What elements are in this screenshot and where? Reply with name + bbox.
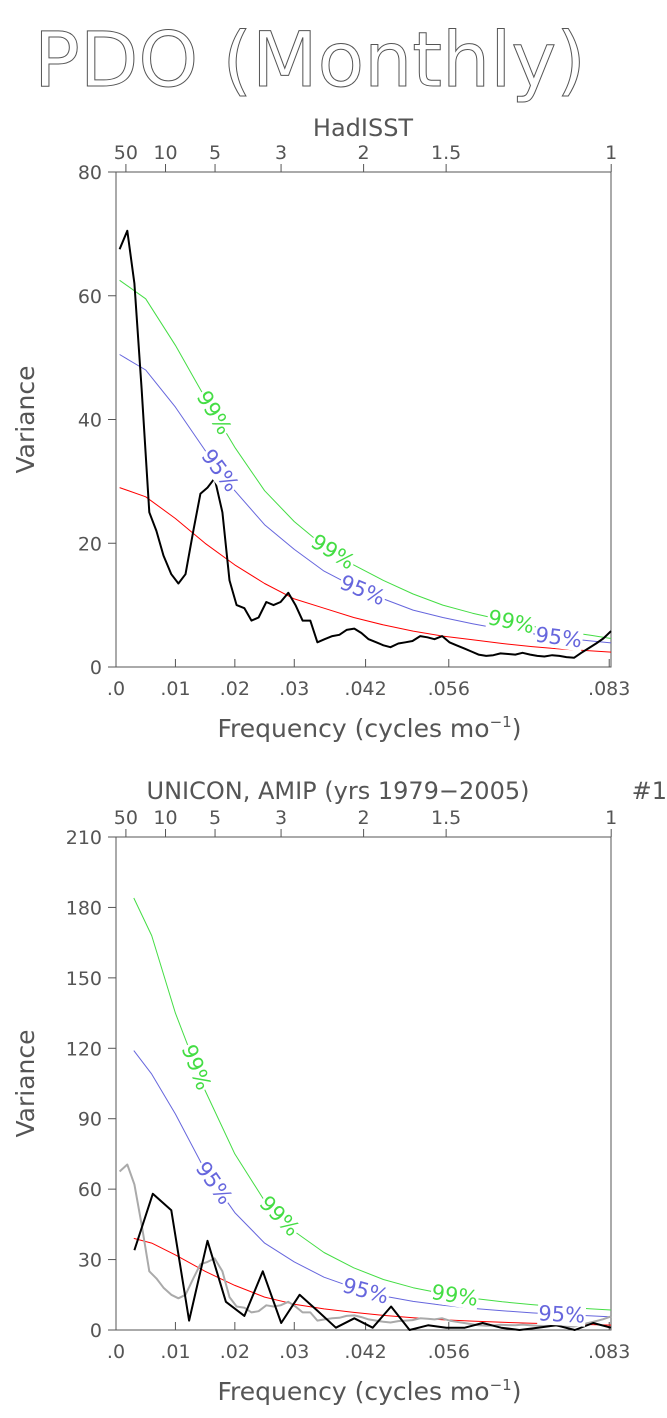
y-tick-label: 60 [78, 1179, 102, 1201]
x-tick-label: .0 [107, 1341, 125, 1363]
significance-label-bg [485, 606, 537, 638]
y-tick-label: 20 [78, 533, 102, 555]
x-tick-label: .03 [279, 1341, 309, 1363]
x-tick-label: .01 [160, 1341, 190, 1363]
y-tick-label: 120 [66, 1038, 102, 1060]
x-tick-label: .083 [588, 1341, 630, 1363]
period-tick-label: 1 [605, 807, 617, 829]
period-tick-label: 2 [358, 142, 370, 164]
significance-label: 95% [191, 1157, 237, 1209]
significance-label-bg [177, 1040, 216, 1094]
period-tick-label: 10 [153, 142, 177, 164]
x-tick-label: .0 [107, 678, 125, 700]
significance-label-bg [533, 623, 584, 652]
x-axis-label-superscript: −1 [490, 1376, 512, 1394]
significance-label-bg [192, 386, 236, 439]
panel-hadisst: 0 20 40 60 80 .0 .01 .02 .03 .042 .056 .083 50 10 5 3 2 1… [11, 114, 630, 743]
series-line-spectrum [118, 229, 612, 659]
figure-title: PDO (Monthly) [34, 15, 586, 104]
series-line-red-noise [119, 487, 612, 653]
x-tick-label: .042 [344, 678, 386, 700]
panel-title: HadISST [313, 114, 414, 142]
y-tick-label: 90 [78, 1109, 102, 1131]
y-tick-label: 0 [90, 1320, 102, 1342]
x-tick-label: .02 [220, 1341, 250, 1363]
x-tick-label: .056 [428, 678, 470, 700]
y-tick-label: 0 [90, 657, 102, 679]
x-tick-label: .083 [588, 678, 630, 700]
significance-label-bg [339, 1274, 392, 1309]
panel-number: #1 [632, 777, 667, 805]
significance-label: 99% [177, 1041, 216, 1093]
significance-label: 95% [534, 623, 583, 653]
y-tick-label: 150 [66, 968, 102, 990]
y-axis-label: Variance [11, 366, 40, 474]
period-tick-label: 5 [209, 807, 221, 829]
period-tick-label: 3 [275, 807, 287, 829]
significance-label: 95% [340, 1273, 391, 1309]
panel-title: UNICON, AMIP (yrs 1979−2005) [147, 777, 530, 805]
significance-label: 95% [196, 445, 243, 497]
x-tick-label: .02 [220, 678, 250, 700]
x-tick-label: .056 [428, 1341, 470, 1363]
x-tick-label: .03 [279, 678, 309, 700]
period-tick-label: 1 [605, 142, 617, 164]
significance-label: 99% [430, 1280, 480, 1311]
period-tick-label: 5 [209, 142, 221, 164]
y-tick-label: 30 [78, 1250, 102, 1272]
series-line-spectrum [133, 1192, 612, 1331]
period-tick-label: 3 [275, 142, 287, 164]
panel-unicon-amip: 0306090120150180210.0.01.02.03.042.056.0… [11, 777, 667, 1406]
period-tick-label: 50 [114, 807, 138, 829]
period-tick-label: 1.5 [431, 142, 461, 164]
x-axis-label: Frequency (cycles mo−1) [218, 713, 522, 743]
x-axis-label-close-paren: ) [512, 1377, 522, 1406]
x-axis-label: Frequency (cycles mo−1) [218, 1376, 522, 1406]
significance-label-bg [191, 1157, 237, 1210]
significance-label-bg [429, 1280, 481, 1311]
significance-label: 95% [538, 1301, 586, 1327]
period-tick-label: 2 [358, 807, 370, 829]
significance-label-bg [196, 444, 244, 497]
y-tick-label: 210 [66, 827, 102, 849]
significance-label-bg [306, 529, 360, 574]
y-tick-label: 80 [78, 162, 102, 184]
x-axis-label-close-paren: ) [512, 714, 522, 743]
y-tick-label: 180 [66, 897, 102, 919]
x-axis-label-text: Frequency (cycles mo [218, 1377, 490, 1406]
y-tick-label: 60 [78, 286, 102, 308]
x-tick-label: .042 [344, 1341, 386, 1363]
period-tick-label: 50 [114, 142, 138, 164]
x-axis-label-text: Frequency (cycles mo [218, 714, 490, 743]
significance-label-bg [336, 570, 390, 610]
x-tick-label: .01 [160, 678, 190, 700]
significance-label-bg [537, 1302, 587, 1327]
significance-label-bg [254, 1191, 304, 1242]
x-axis-label-superscript: −1 [490, 713, 512, 731]
period-tick-label: 1.5 [431, 807, 461, 829]
significance-label: 99% [486, 605, 537, 638]
period-tick-label: 10 [153, 807, 177, 829]
significance-label: 95% [336, 570, 388, 610]
y-tick-label: 40 [78, 410, 102, 432]
y-axis-label: Variance [11, 1030, 40, 1138]
